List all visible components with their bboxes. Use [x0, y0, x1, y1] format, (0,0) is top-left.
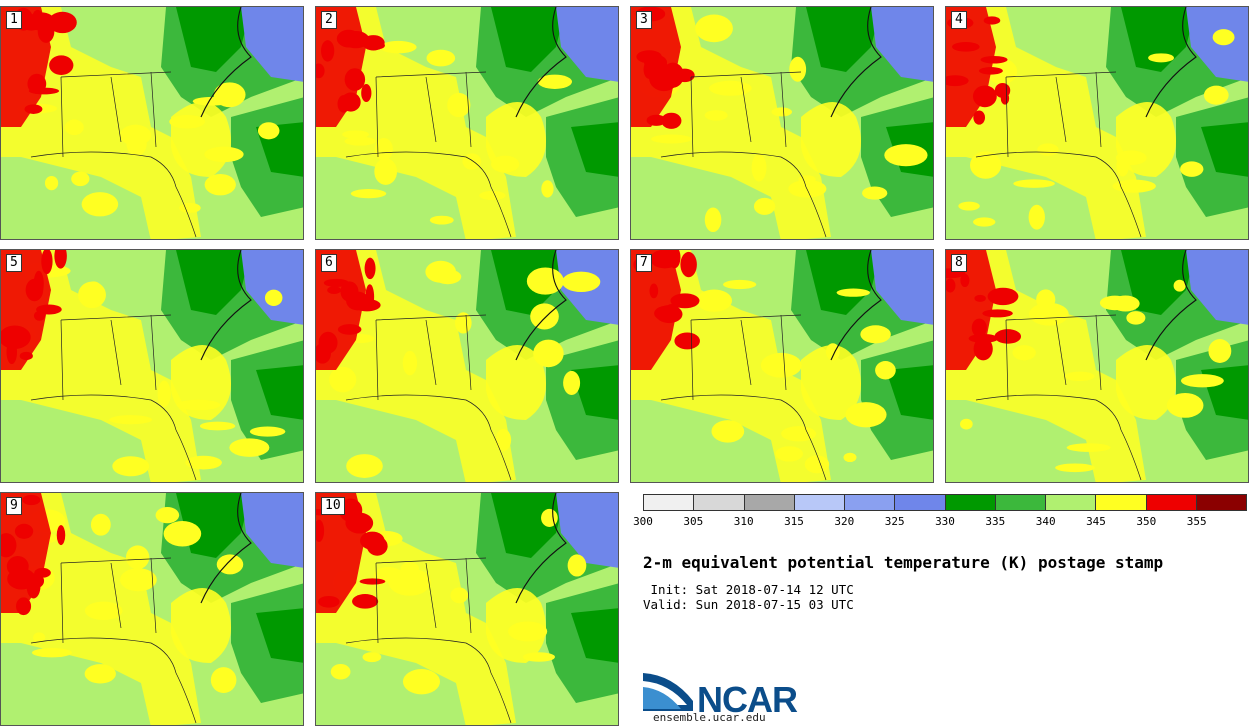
stamp-number-label: 10: [321, 497, 345, 515]
init-time: Init: Sat 2018-07-14 12 UTC: [643, 582, 854, 597]
page-title: 2-m equivalent potential temperature (K)…: [643, 553, 1164, 572]
colorbar-segment: [694, 495, 745, 510]
colorbar-tick-label: 355: [1186, 515, 1207, 528]
colorbar-tick-label: 320: [834, 515, 855, 528]
stamp-number-label: 7: [636, 254, 652, 272]
website-url: ensemble.ucar.edu: [653, 711, 766, 724]
colorbar-segment: [744, 495, 795, 510]
postage-stamp-map: 3: [630, 6, 934, 240]
stamp-number-label: 6: [321, 254, 337, 272]
colorbar-segment: [995, 495, 1046, 510]
colorbar-segment: [1046, 495, 1097, 510]
valid-time: Valid: Sun 2018-07-15 03 UTC: [643, 597, 854, 612]
colorbar-tick-label: 350: [1136, 515, 1157, 528]
colorbar-tick-label: 310: [733, 515, 754, 528]
colorbar-tick-label: 305: [683, 515, 704, 528]
colorbar-tick-label: 335: [985, 515, 1006, 528]
colorbar-tick-label: 340: [1035, 515, 1056, 528]
stamp-number-label: 4: [951, 11, 967, 29]
postage-stamp-map: 7: [630, 249, 934, 483]
colorbar-segment: [845, 495, 896, 510]
colorbar-segment: [1096, 495, 1147, 510]
colorbar-ticks: 300 305 310 315 320 325 330 335 340 345 350 355: [633, 515, 1247, 529]
ncar-logo-text: NCAR: [697, 679, 798, 720]
colorbar-segment: [794, 495, 845, 510]
colorbar-tick-label: 330: [935, 515, 955, 528]
stamp-number-label: 3: [636, 11, 652, 29]
colorbar-segment: [644, 495, 695, 510]
colorbar-tick-label: 315: [784, 515, 804, 528]
colorbar-tick-label: 325: [884, 515, 905, 528]
postage-stamp-map: 4: [945, 6, 1249, 240]
postage-stamp-map: 5: [0, 249, 304, 483]
postage-stamp-map: 9: [0, 492, 304, 726]
postage-stamp-map: 1: [0, 6, 304, 240]
colorbar-segment: [1146, 495, 1197, 510]
postage-stamp-map: 6: [315, 249, 619, 483]
colorbar-tick-label: 345: [1086, 515, 1106, 528]
ncar-logo-icon: [643, 673, 693, 711]
colorbar-tick-label: 300: [633, 515, 653, 528]
stamp-number-label: 2: [321, 11, 337, 29]
colorbar-segment: [945, 495, 996, 510]
stamp-number-label: 5: [6, 254, 22, 272]
stamp-number-label: 9: [6, 497, 22, 515]
postage-stamp-map: 10: [315, 492, 619, 726]
stamp-number-label: 8: [951, 254, 967, 272]
postage-stamp-map: 2: [315, 6, 619, 240]
postage-stamp-map: 8: [945, 249, 1249, 483]
colorbar-segment: [895, 495, 946, 510]
colorbar: [643, 494, 1247, 511]
stamp-number-label: 1: [6, 11, 22, 29]
colorbar-segment: [1196, 495, 1246, 510]
